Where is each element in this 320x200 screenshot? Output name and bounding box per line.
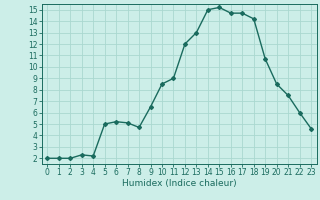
X-axis label: Humidex (Indice chaleur): Humidex (Indice chaleur): [122, 179, 236, 188]
